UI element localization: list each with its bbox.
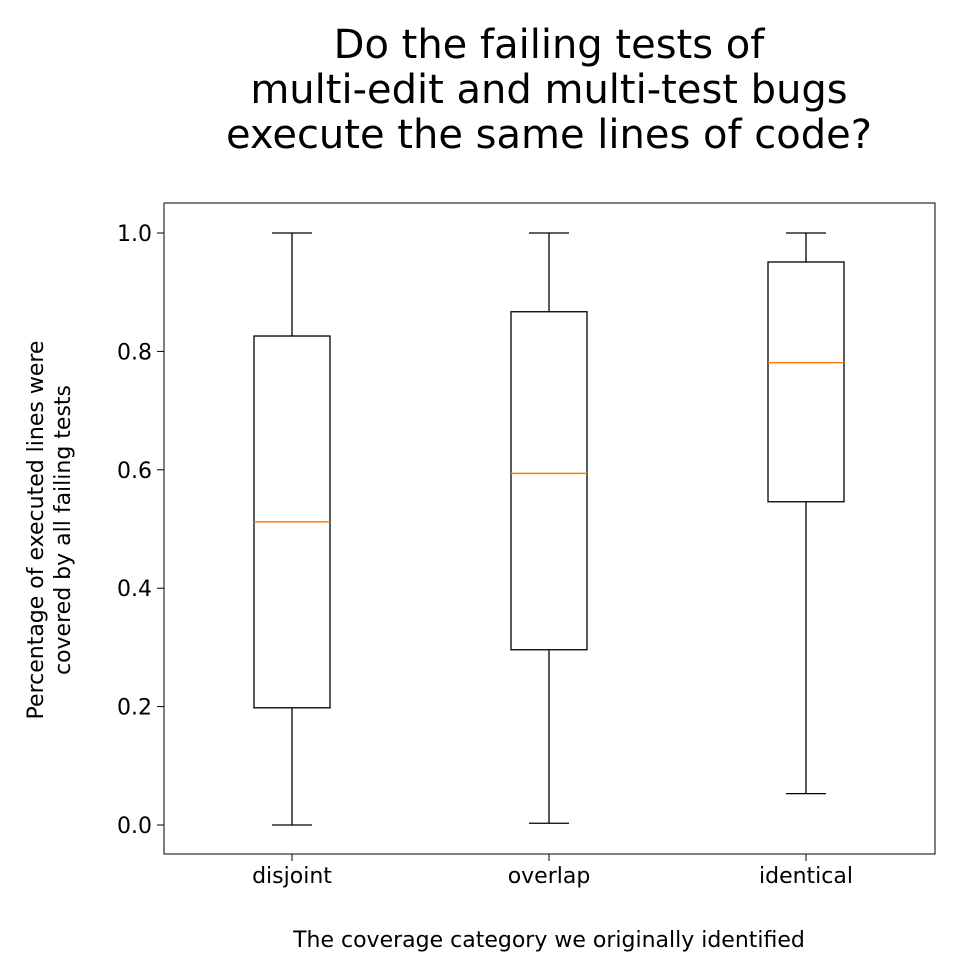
y-axis-label-line-1: Percentage of executed lines were bbox=[24, 341, 49, 720]
x-axis-label: The coverage category we originally iden… bbox=[292, 928, 805, 953]
y-tick-label: 0.2 bbox=[117, 696, 152, 721]
y-axis-label: Percentage of executed lines were covere… bbox=[24, 341, 76, 720]
box-disjoint bbox=[253, 232, 331, 826]
y-axis-ticks: 0.0 0.2 0.4 0.6 0.8 1.0 bbox=[117, 222, 164, 839]
chart-title-line-2: multi-edit and multi-test bugs bbox=[250, 67, 847, 113]
chart-title-line-1: Do the failing tests of bbox=[334, 22, 766, 68]
x-tick-label: disjoint bbox=[252, 864, 332, 889]
y-axis-label-line-2: covered by all failing tests bbox=[51, 385, 76, 675]
box-series bbox=[253, 232, 845, 826]
iqr-box bbox=[767, 261, 845, 503]
x-axis-ticks: disjoint overlap identical bbox=[252, 854, 853, 889]
iqr-box bbox=[510, 311, 588, 651]
chart-title: Do the failing tests of multi-edit and m… bbox=[226, 22, 872, 158]
x-tick-label: identical bbox=[759, 864, 853, 889]
y-tick-label: 0.8 bbox=[117, 340, 152, 365]
y-tick-label: 0.0 bbox=[117, 814, 152, 839]
chart-title-line-3: execute the same lines of code? bbox=[226, 112, 872, 158]
y-tick-label: 0.6 bbox=[117, 459, 152, 484]
box-identical bbox=[767, 232, 845, 795]
y-tick-label: 1.0 bbox=[117, 222, 152, 247]
y-tick-label: 0.4 bbox=[117, 577, 152, 602]
box-overlap bbox=[510, 232, 588, 824]
x-tick-label: overlap bbox=[508, 864, 591, 889]
